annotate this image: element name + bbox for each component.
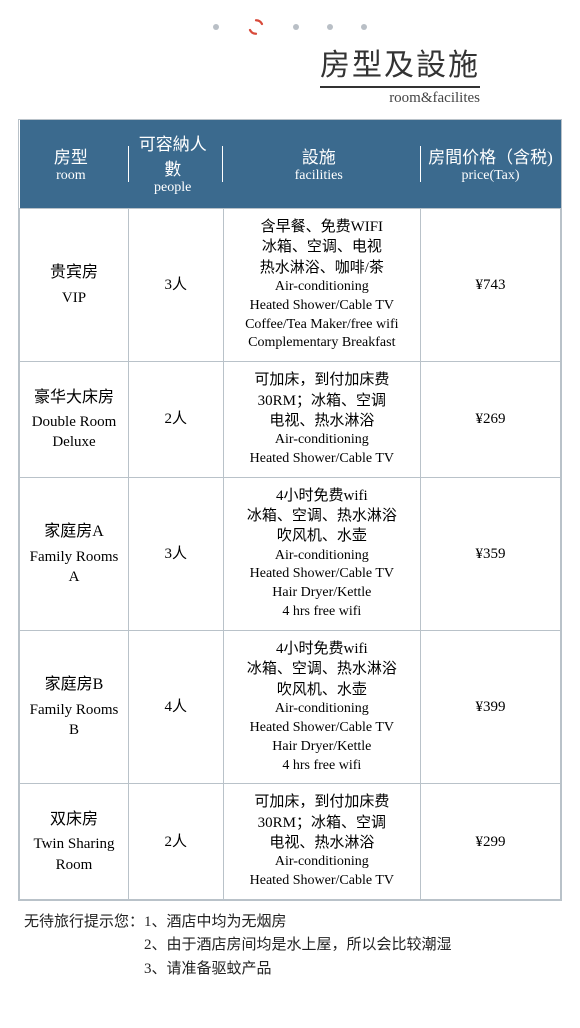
cell-people: 2人 [129, 362, 224, 478]
cell-facilities: 可加床，到付加床费30RM；冰箱、空调电视、热水淋浴Air-conditioni… [223, 362, 420, 478]
header-people: 可容納人數 people [129, 120, 217, 209]
cell-price: ¥269 [421, 362, 561, 478]
cell-people: 2人 [129, 784, 224, 900]
cell-room: 豪华大床房Double RoomDeluxe [20, 362, 129, 478]
cell-price: ¥743 [421, 209, 561, 362]
table-row: 家庭房AFamily RoomsA3人4小时免费wifi冰箱、空调、热水淋浴吹风… [20, 477, 561, 630]
table-row: 家庭房BFamily RoomsB4人4小时免费wifi冰箱、空调、热水淋浴吹风… [20, 631, 561, 784]
cell-room: 贵宾房VIP [20, 209, 129, 362]
cell-price: ¥359 [421, 477, 561, 630]
cell-people: 3人 [129, 477, 224, 630]
cell-facilities: 可加床，到付加床费30RM；冰箱、空调电视、热水淋浴Air-conditioni… [223, 784, 420, 900]
page-title: 房型及設施 room&facilites [0, 40, 580, 107]
table-row: 双床房Twin SharingRoom2人可加床，到付加床费30RM；冰箱、空调… [20, 784, 561, 900]
notes-item: 2、由于酒店房间均是水上屋，所以会比较潮湿 [144, 934, 452, 957]
table-row: 贵宾房VIP3人含早餐、免费WIFI冰箱、空调、电视热水淋浴、咖啡/茶Air-c… [20, 209, 561, 362]
loading-dots [0, 0, 580, 44]
dot-icon [293, 24, 299, 30]
cell-room: 家庭房BFamily RoomsB [20, 631, 129, 784]
notes-item: 1、酒店中均为无烟房 [144, 911, 287, 934]
cell-room: 家庭房AFamily RoomsA [20, 477, 129, 630]
cell-price: ¥399 [421, 631, 561, 784]
header-price: 房間价格（含税) price(Tax) [421, 120, 561, 209]
spinner-icon [247, 18, 265, 36]
page-title-cn: 房型及設施 [320, 40, 480, 88]
room-table-container: 房型 room 可容納人數 people 設施 facilities 房間价格（… [18, 119, 562, 901]
room-table: 房型 room 可容納人數 people 設施 facilities 房間价格（… [19, 120, 561, 900]
dot-icon [361, 24, 367, 30]
table-row: 豪华大床房Double RoomDeluxe2人可加床，到付加床费30RM；冰箱… [20, 362, 561, 478]
dot-icon [327, 24, 333, 30]
header-room: 房型 room [20, 120, 123, 209]
cell-people: 4人 [129, 631, 224, 784]
notes-item: 3、请准备驱蚊产品 [144, 958, 272, 981]
cell-people: 3人 [129, 209, 224, 362]
travel-notes: 无待旅行提示您： 1、酒店中均为无烟房 无待旅行提示您： 2、由于酒店房间均是水… [24, 911, 556, 981]
cell-price: ¥299 [421, 784, 561, 900]
page-title-en: room&facilites [0, 90, 480, 107]
cell-room: 双床房Twin SharingRoom [20, 784, 129, 900]
notes-label: 无待旅行提示您： [24, 911, 144, 934]
table-header-row: 房型 room 可容納人數 people 設施 facilities 房間价格（… [20, 120, 561, 209]
cell-facilities: 4小时免费wifi冰箱、空调、热水淋浴吹风机、水壶Air-conditionin… [223, 477, 420, 630]
cell-facilities: 4小时免费wifi冰箱、空调、热水淋浴吹风机、水壶Air-conditionin… [223, 631, 420, 784]
cell-facilities: 含早餐、免费WIFI冰箱、空调、电视热水淋浴、咖啡/茶Air-condition… [223, 209, 420, 362]
dot-icon [213, 24, 219, 30]
header-facilities: 設施 facilities [223, 120, 414, 209]
